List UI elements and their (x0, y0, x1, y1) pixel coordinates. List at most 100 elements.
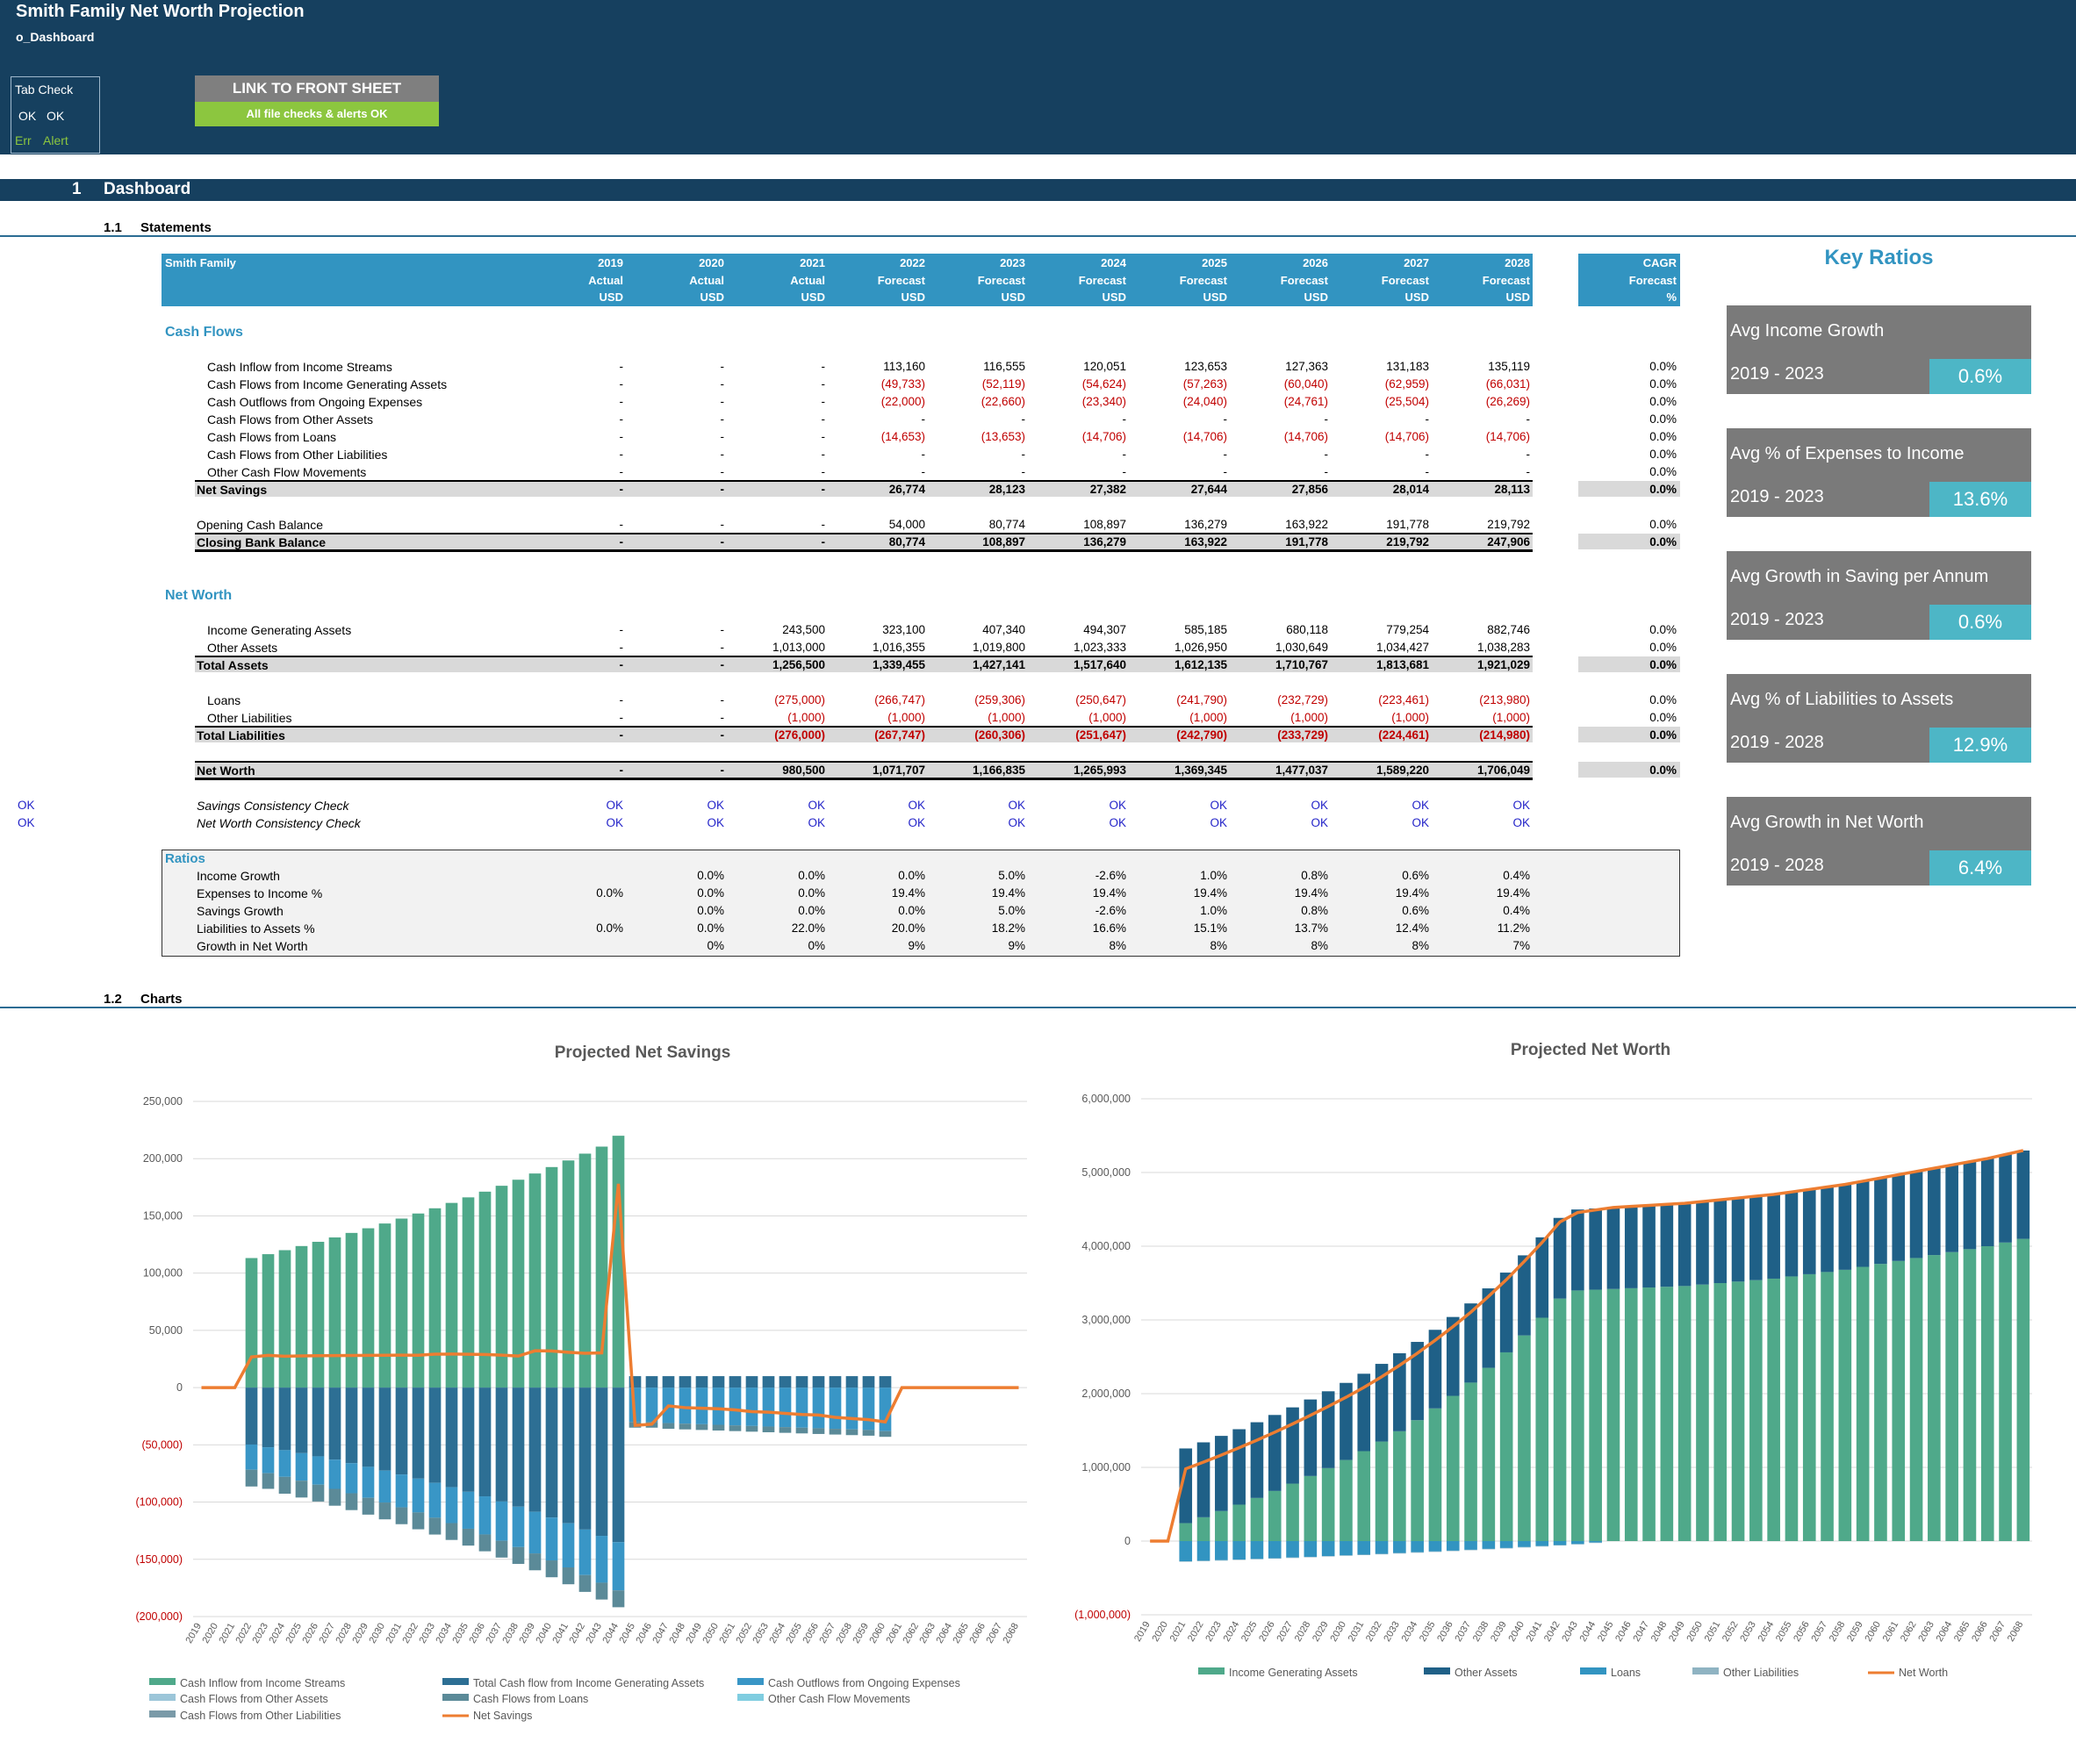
cell-value: (275,000) (774, 693, 825, 706)
x-tick-label: 2054 (1756, 1620, 1777, 1644)
cell-value: (276,000) (774, 728, 825, 742)
cell-value: 323,100 (882, 623, 925, 636)
net-line-series (1150, 1149, 2024, 1543)
x-tick-label: 2050 (700, 1622, 721, 1646)
bar-segment (1428, 1541, 1442, 1552)
year-header: 2028 (1505, 256, 1530, 269)
cell-value: (25,504) (1384, 395, 1429, 408)
x-tick-label: 2060 (1863, 1620, 1883, 1644)
row-label: Cash Flows from Other Assets (207, 412, 374, 427)
x-tick-label: 2053 (751, 1622, 771, 1646)
ratio-value: 0.0% (898, 904, 925, 917)
cell-value: 1,071,707 (872, 764, 925, 777)
legend-swatch (737, 1678, 764, 1685)
currency-header: USD (901, 290, 925, 304)
x-tick-label: 2045 (1596, 1620, 1616, 1644)
cagr-header (1578, 254, 1680, 306)
bar-segment (1767, 1278, 1780, 1541)
x-tick-label: 2038 (1471, 1620, 1491, 1644)
cell-value: (1,000) (1492, 711, 1530, 724)
bar-segment (1196, 1560, 1210, 1561)
check-value: OK (1512, 816, 1530, 829)
bar-segment (1375, 1441, 1389, 1541)
cell-value: - (1526, 412, 1531, 426)
bar-segment (1518, 1335, 1531, 1541)
bar-segment (1446, 1316, 1460, 1396)
legend-label: Other Liabilities (1723, 1667, 1799, 1679)
row-label: Other Liabilities (207, 711, 292, 725)
ratio-value: 8% (1311, 939, 1328, 952)
cell-value: 247,906 (1487, 535, 1530, 549)
cagr-value: 0.0% (1649, 412, 1677, 426)
x-tick-label: 2063 (1916, 1620, 1936, 1644)
bar-segment (1518, 1546, 1531, 1548)
row-label: Opening Cash Balance (197, 518, 323, 532)
row-label: Cash Flows from Loans (207, 430, 337, 444)
bar-segment (412, 1512, 425, 1530)
row-band (1578, 762, 1680, 778)
row-border (195, 726, 1533, 728)
bar-segment (795, 1376, 808, 1388)
bar-segment (1196, 1442, 1210, 1517)
ratio-value: 0.0% (697, 886, 724, 900)
currency-header: USD (1505, 290, 1530, 304)
legend-swatch (149, 1694, 176, 1701)
y-tick-label: 250,000 (143, 1095, 183, 1108)
cell-value: (224,461) (1378, 728, 1429, 742)
y-tick-label: (150,000) (135, 1553, 183, 1566)
bar-segment (1428, 1408, 1442, 1541)
cell-value: 28,123 (988, 483, 1025, 496)
bar-segment (1357, 1451, 1371, 1541)
ratio-value: 0.0% (798, 886, 825, 900)
key-ratio-value: 0.6% (1929, 605, 2031, 640)
bar-segment (1499, 1541, 1513, 1548)
bar-segment (1393, 1552, 1406, 1554)
cell-value: - (921, 448, 926, 461)
x-tick-label: 2021 (217, 1622, 237, 1646)
legend-swatch (1580, 1667, 1606, 1674)
cell-value: (14,706) (1384, 430, 1429, 443)
ratio-value: 5.0% (998, 904, 1025, 917)
cell-value: (14,706) (1485, 430, 1530, 443)
period-type-header: Actual (689, 273, 724, 287)
year-header: 2023 (1000, 256, 1025, 269)
check-value: OK (606, 816, 623, 829)
bar-segment (1624, 1206, 1638, 1288)
bar-segment (578, 1574, 592, 1592)
y-tick-label: (1,000,000) (1074, 1609, 1131, 1621)
cell-value: - (1223, 465, 1228, 478)
bar-segment (1446, 1541, 1460, 1551)
ratio-value: 1.0% (1200, 869, 1227, 882)
cell-value: 28,113 (1494, 483, 1530, 496)
cell-value: 163,922 (1184, 535, 1227, 549)
x-tick-label: 2019 (183, 1622, 204, 1646)
bar-segment (362, 1228, 375, 1388)
cell-value: 135,119 (1488, 360, 1530, 373)
ratio-value: 0.8% (1301, 904, 1328, 917)
key-ratio-period: 2019 - 2028 (1730, 733, 1824, 752)
x-tick-label: 2049 (1667, 1620, 1687, 1644)
bar-segment (278, 1250, 291, 1388)
period-type-header: Forecast (877, 273, 925, 287)
cell-value: 26,774 (888, 483, 925, 496)
bar-segment (1321, 1556, 1335, 1557)
cell-value: - (619, 711, 624, 724)
cell-value: 219,792 (1487, 518, 1530, 531)
section-title: Dashboard (104, 180, 191, 198)
bar-segment (879, 1431, 892, 1438)
bar-segment (862, 1388, 875, 1431)
x-tick-label: 2056 (801, 1622, 821, 1646)
bar-segment (1179, 1561, 1193, 1562)
tab-check-ok-2: OK (47, 109, 65, 123)
bar-segment (445, 1388, 458, 1488)
row-band (195, 534, 1533, 549)
table-header (162, 254, 1533, 306)
x-tick-label: 2055 (784, 1622, 804, 1646)
bar-segment (1999, 1242, 2012, 1541)
bar-segment (729, 1376, 742, 1388)
x-tick-label: 2049 (684, 1622, 704, 1646)
cell-value: (14,706) (1283, 430, 1328, 443)
link-to-front-sheet-button[interactable]: LINK TO FRONT SHEET (195, 75, 439, 102)
bar-segment (1286, 1541, 1299, 1558)
x-tick-label: 2050 (1685, 1620, 1705, 1644)
